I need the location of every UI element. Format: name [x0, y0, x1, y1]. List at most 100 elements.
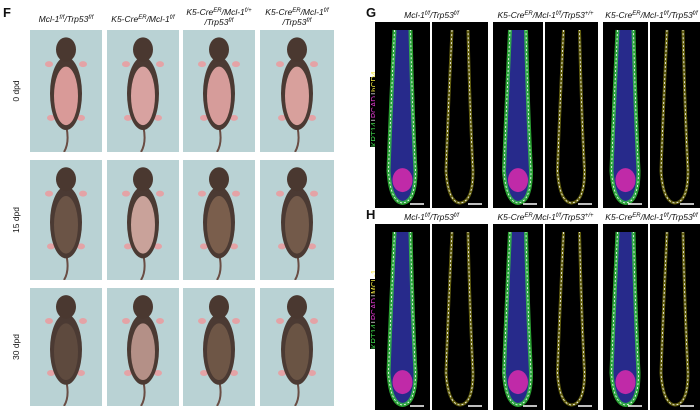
tissue	[388, 232, 416, 405]
header-line: /Trp53f/f	[254, 17, 340, 27]
header-sup: f/f	[453, 213, 459, 219]
paw	[310, 190, 318, 197]
back	[131, 66, 155, 126]
micrograph	[603, 22, 648, 208]
paw	[232, 61, 240, 68]
header-line: K5-CreER/Mcl-1f/f/Trp53f/f	[597, 10, 700, 20]
micrograph	[493, 22, 543, 208]
header-sup: f/f	[663, 213, 669, 219]
tissue	[611, 232, 639, 405]
bulb	[392, 168, 413, 193]
paw	[232, 190, 240, 197]
paw	[45, 318, 53, 325]
image-bg	[650, 224, 700, 410]
header-sup: ER	[524, 11, 533, 17]
paw	[122, 318, 130, 325]
row-label: 0 dpd	[11, 80, 21, 102]
header-sup: f/f	[169, 15, 175, 21]
column-header: Mcl-1f/f/Trp53f/f	[24, 14, 108, 24]
bulb	[508, 168, 528, 193]
head	[209, 295, 229, 319]
back	[285, 323, 309, 381]
paw	[77, 114, 85, 121]
header-sup: f/f	[306, 18, 312, 24]
paw	[310, 61, 318, 68]
head	[133, 295, 153, 319]
header-text: /Mcl-1	[640, 212, 664, 222]
paw	[156, 61, 164, 68]
column-header: K5-CreER/Mcl-1f/f/Trp53+/+	[487, 10, 604, 20]
mouse-photo	[183, 30, 255, 152]
header-text: /Mcl-1	[532, 212, 556, 222]
panel-label: F	[3, 5, 11, 20]
paw	[308, 369, 316, 376]
paw	[47, 243, 55, 250]
back	[285, 196, 309, 254]
row-label: 15 dpd	[11, 207, 21, 233]
header-text: K5-Cre	[497, 10, 525, 20]
header-text: K5-Cre	[186, 7, 214, 17]
paw	[276, 190, 284, 197]
mouse-photo	[260, 160, 334, 280]
bulb	[392, 370, 413, 395]
micrograph	[493, 224, 543, 410]
column-header: K5-CreER/Mcl-1f/f/Trp53f/f	[597, 212, 700, 222]
row-label: 30 dpd	[11, 334, 21, 360]
header-line: Mcl-1f/f/Trp53f/f	[369, 212, 494, 222]
paw	[122, 190, 130, 197]
header-sup: +/+	[584, 11, 594, 17]
back	[131, 196, 155, 254]
header-text: /Trp53	[560, 212, 585, 222]
bulb	[508, 370, 528, 395]
mouse-photo	[260, 30, 334, 152]
header-line: K5-CreER/Mcl-1f/f/Trp53f/f	[597, 212, 700, 222]
column-header: K5-CreER/Mcl-1f/f/Trp53+/+	[487, 212, 604, 222]
paw	[45, 190, 53, 197]
back	[207, 323, 231, 381]
paw	[230, 114, 238, 121]
head	[287, 37, 307, 62]
header-sup: f/f	[692, 11, 698, 17]
tissue	[504, 30, 531, 203]
micrograph	[650, 224, 700, 410]
header-text: /Mcl-1	[532, 10, 556, 20]
back	[54, 323, 78, 381]
paw	[124, 369, 132, 376]
header-sup: ER	[292, 8, 301, 14]
header-sup: ER	[138, 15, 147, 21]
image-bg	[432, 224, 488, 410]
outline	[660, 231, 689, 406]
image-bg	[650, 22, 700, 208]
column-header: K5-CreER/Mcl-1f/f	[101, 14, 185, 24]
outline	[388, 231, 416, 406]
paw	[198, 190, 206, 197]
paw	[154, 114, 162, 121]
header-sup: f/f	[228, 18, 234, 24]
micrograph	[545, 22, 598, 208]
header-text: /Mcl-1	[221, 7, 245, 17]
paw	[77, 243, 85, 250]
header-line: K5-CreER/Mcl-1f/f/Trp53+/+	[487, 212, 604, 222]
header-text: /Mcl-1	[300, 7, 324, 17]
micrograph	[650, 22, 700, 208]
header-sup: f/f	[663, 11, 669, 17]
paw	[276, 318, 284, 325]
image-bg	[545, 22, 598, 208]
paw	[47, 369, 55, 376]
bulb	[615, 168, 636, 193]
column-header: Mcl-1f/f/Trp53f/f	[369, 10, 494, 20]
paw	[278, 369, 286, 376]
paw	[45, 61, 53, 68]
header-text: /Mcl-1	[640, 10, 664, 20]
mouse-photo	[183, 288, 255, 406]
paw	[154, 243, 162, 250]
paw	[79, 190, 87, 197]
paw	[79, 318, 87, 325]
paw	[198, 61, 206, 68]
outline	[445, 231, 474, 406]
header-line: K5-CreER/Mcl-1f/+	[177, 7, 261, 17]
head	[133, 37, 153, 62]
paw	[124, 243, 132, 250]
paw	[230, 369, 238, 376]
